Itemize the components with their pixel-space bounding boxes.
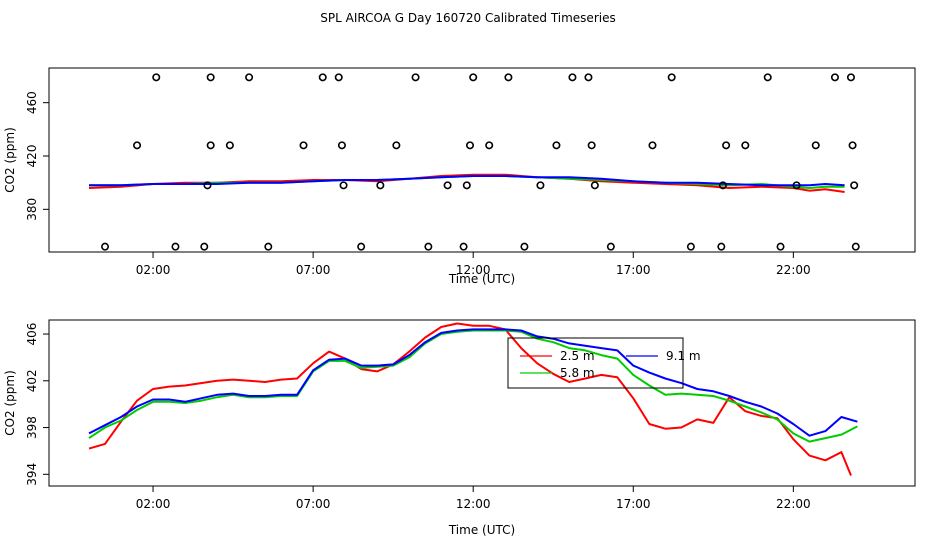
- calibration-point: [830, 73, 839, 82]
- calibration-point: [334, 73, 343, 82]
- calibration-point: [337, 141, 346, 150]
- calibration-point: [411, 73, 420, 82]
- calibration-point: [299, 141, 308, 150]
- x-tick-label: 07:00: [296, 497, 331, 511]
- calibration-point: [811, 141, 820, 150]
- legend-label: 2.5 m: [560, 349, 595, 363]
- y-axis-label: CO2 (ppm): [3, 127, 17, 193]
- calibration-point: [339, 181, 348, 190]
- calibration-point: [536, 181, 545, 190]
- calibration-point: [792, 181, 801, 190]
- calibration-point: [722, 141, 731, 150]
- series-line-2-5-m: [88, 322, 852, 476]
- calibration-point: [568, 73, 577, 82]
- calibration-point: [606, 242, 615, 251]
- calibration-point: [851, 242, 860, 251]
- calibration-point: [264, 242, 273, 251]
- plot-frame: [48, 67, 916, 253]
- y-tick-label: 402: [25, 369, 39, 392]
- calibration-point: [504, 73, 513, 82]
- x-tick-label: 12:00: [456, 263, 491, 277]
- figure-title: SPL AIRCOA G Day 160720 Calibrated Times…: [320, 11, 615, 25]
- calibration-point: [776, 242, 785, 251]
- calibration-point: [424, 242, 433, 251]
- calibration-point: [763, 73, 772, 82]
- calibration-point: [584, 73, 593, 82]
- calibration-point: [459, 242, 468, 251]
- panel-top: 02:00 07:00 12:00 17:00 22:00 380 420 460 Time (…: [3, 67, 916, 286]
- calibration-point: [203, 181, 212, 190]
- calibration-point: [667, 73, 676, 82]
- x-tick-label: 22:00: [776, 263, 811, 277]
- calibration-point: [846, 73, 855, 82]
- calibration-point: [245, 73, 254, 82]
- calibration-point: [225, 141, 234, 150]
- calibration-point: [469, 73, 478, 82]
- y-tick-label: 394: [25, 463, 39, 486]
- y-tick-label: 380: [25, 198, 39, 221]
- calibration-point: [462, 181, 471, 190]
- calibration-point: [848, 141, 857, 150]
- x-tick-label: 07:00: [296, 263, 331, 277]
- legend-label: 9.1 m: [666, 349, 701, 363]
- series-line-9-1-m: [89, 175, 845, 187]
- calibration-point: [133, 141, 142, 150]
- legend-box: [507, 337, 684, 389]
- x-axis-label: Time (UTC): [448, 523, 515, 537]
- calibration-point: [718, 181, 727, 190]
- calibration-point: [717, 242, 726, 251]
- x-tick-label: 02:00: [136, 263, 171, 277]
- calibration-point: [171, 242, 180, 251]
- calibration-point: [206, 141, 215, 150]
- calibration-point: [206, 73, 215, 82]
- calibration-point: [686, 242, 695, 251]
- calibration-point: [552, 141, 561, 150]
- calibration-point: [590, 181, 599, 190]
- calibration-point: [485, 141, 494, 150]
- series-line-9-1-m: [88, 328, 858, 437]
- calibration-point: [357, 242, 366, 251]
- y-axis-label: CO2 (ppm): [3, 370, 17, 436]
- calibration-point: [587, 141, 596, 150]
- y-tick-label: 460: [25, 91, 39, 114]
- calibration-point: [465, 141, 474, 150]
- legend-label: 5.8 m: [560, 366, 595, 380]
- series-line-5-8-m: [88, 329, 858, 443]
- calibration-point: [376, 181, 385, 190]
- calibration-point: [850, 181, 859, 190]
- y-tick-label: 406: [25, 323, 39, 346]
- x-tick-label: 17:00: [616, 263, 651, 277]
- x-tick-label: 22:00: [776, 497, 811, 511]
- x-tick-label: 12:00: [456, 497, 491, 511]
- calibration-point: [318, 73, 327, 82]
- calibration-point: [392, 141, 401, 150]
- calibration-point: [648, 141, 657, 150]
- calibration-point: [200, 242, 209, 251]
- y-tick-label: 420: [25, 145, 39, 168]
- panel-bottom: 02:00 07:00 12:00 17:00 22:00 394 398 402 406 Tim…: [3, 319, 916, 537]
- calibration-point: [152, 73, 161, 82]
- calibration-point: [741, 141, 750, 150]
- x-tick-label: 02:00: [136, 497, 171, 511]
- calibration-point: [101, 242, 110, 251]
- plot-frame: [48, 319, 916, 487]
- x-tick-label: 17:00: [616, 497, 651, 511]
- calibration-point: [520, 242, 529, 251]
- calibration-point: [443, 181, 452, 190]
- x-axis-label: Time (UTC): [448, 272, 515, 286]
- y-tick-label: 398: [25, 416, 39, 439]
